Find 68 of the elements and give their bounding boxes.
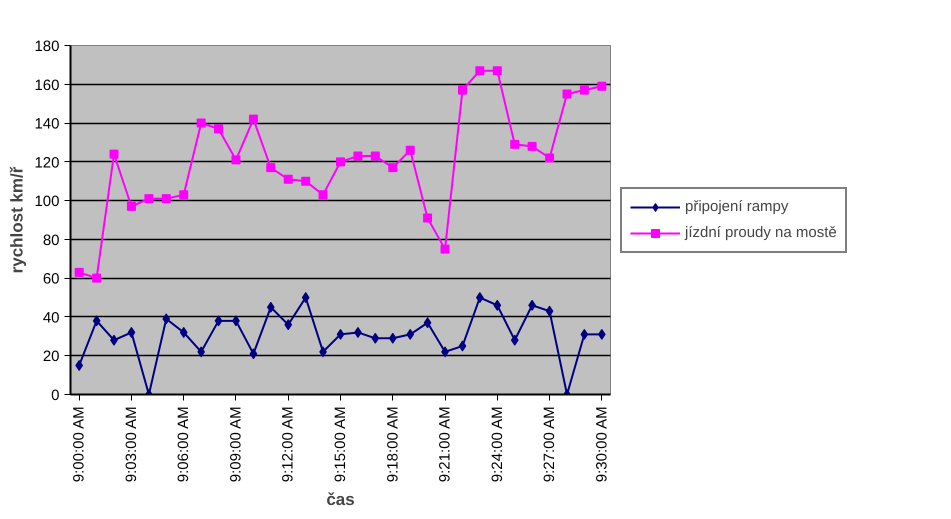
point — [214, 124, 224, 134]
point — [109, 150, 118, 159]
point — [597, 82, 606, 91]
point — [562, 89, 572, 98]
point — [423, 214, 432, 223]
x-tick-label: 9:12:00 AM — [280, 406, 297, 482]
x-tick-label: 9:15:00 AM — [332, 406, 349, 482]
y-tick-label: 140 — [34, 116, 60, 133]
point — [302, 292, 310, 304]
point — [180, 326, 188, 338]
y-tick-label: 60 — [42, 270, 60, 288]
point — [388, 163, 398, 172]
point — [248, 114, 258, 124]
point — [196, 118, 206, 128]
point — [266, 302, 275, 313]
point — [284, 174, 293, 184]
point — [162, 194, 171, 204]
legend-label: jízdní proudy na mostě — [685, 224, 837, 241]
x-tick-label: 9:06:00 AM — [175, 406, 192, 482]
point — [492, 66, 502, 76]
point — [493, 300, 502, 311]
point — [510, 334, 519, 346]
point — [440, 244, 450, 254]
y-tick-label: 80 — [42, 232, 60, 249]
point — [92, 274, 102, 283]
x-tick-label: 9:27:00 AM — [541, 406, 558, 482]
x-axis-title: čas — [326, 490, 355, 510]
y-tick-label: 40 — [42, 309, 60, 326]
point — [510, 140, 520, 149]
point — [458, 86, 467, 95]
point — [353, 152, 362, 161]
x-tick-label: 9:30:00 AM — [593, 406, 610, 482]
point — [126, 202, 136, 211]
point — [545, 153, 554, 162]
point — [336, 157, 345, 166]
point — [162, 313, 170, 324]
y-tick-label: 160 — [34, 76, 60, 94]
y-tick-label: 20 — [42, 348, 60, 366]
y-tick-label: 0 — [51, 387, 60, 404]
point — [406, 146, 415, 155]
y-tick-label: 100 — [34, 193, 60, 210]
point — [284, 319, 292, 330]
point — [301, 176, 310, 186]
y-tick-label: 180 — [34, 38, 60, 55]
legend-label: připojení rampy — [685, 198, 788, 215]
x-tick-label: 9:00:00 AM — [70, 406, 88, 482]
x-tick-label: 9:18:00 AM — [384, 406, 402, 482]
x-tick-label: 9:03:00 AM — [122, 406, 140, 482]
point — [371, 332, 380, 344]
x-tick-label: 9:24:00 AM — [488, 406, 506, 482]
point — [475, 66, 484, 76]
x-tick-label: 9:21:00 AM — [436, 406, 454, 482]
point — [580, 86, 589, 95]
point — [406, 328, 414, 340]
point — [370, 152, 380, 161]
point — [179, 190, 188, 200]
point — [528, 142, 537, 151]
x-tick-label: 9:09:00 AM — [227, 406, 244, 482]
point — [75, 360, 84, 371]
point — [318, 190, 328, 200]
point — [598, 328, 606, 340]
point — [266, 163, 276, 172]
y-tick-label: 120 — [34, 154, 60, 172]
point — [144, 194, 154, 204]
y-axis-title: rychlost km/ř — [7, 166, 26, 274]
point — [74, 268, 84, 277]
point — [231, 155, 240, 164]
point — [388, 332, 397, 344]
